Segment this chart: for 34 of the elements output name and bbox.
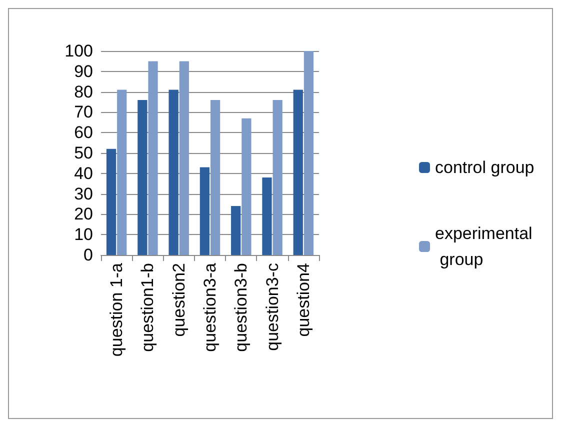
- y-tick-label: 0: [84, 246, 93, 264]
- bar: [304, 51, 314, 255]
- y-tick-label: 100: [64, 42, 93, 60]
- x-tick-label: question1-b: [138, 263, 158, 352]
- x-tick-label: question3-c: [262, 262, 282, 351]
- y-tick-label: 10: [74, 225, 93, 244]
- y-tick-label: 70: [74, 102, 93, 122]
- bar: [138, 100, 148, 255]
- x-tick-label: question 1-a: [107, 262, 126, 357]
- y-tick-label: 60: [74, 123, 93, 142]
- y-tick-label: 20: [74, 204, 93, 224]
- bar: [117, 90, 127, 255]
- legend-label: control group: [435, 158, 534, 177]
- bar: [293, 90, 303, 255]
- bar: [168, 90, 178, 255]
- bar: [148, 61, 158, 255]
- x-tick-label: question3-b: [232, 263, 251, 352]
- x-tick-label: question2: [169, 263, 188, 337]
- bar: [272, 100, 282, 255]
- y-tick-label: 50: [74, 144, 93, 162]
- x-tick-label: question4: [294, 263, 313, 337]
- y-tick-label: 30: [74, 184, 93, 204]
- bar: [231, 206, 241, 255]
- y-tick-label: 90: [74, 62, 93, 81]
- bar: [262, 177, 272, 255]
- bar: [200, 167, 210, 255]
- legend-label: experimental group: [435, 224, 532, 269]
- bar: [179, 61, 189, 255]
- y-tick-label: 80: [74, 82, 93, 102]
- bar: [106, 148, 116, 255]
- y-tick-label: 40: [74, 164, 93, 183]
- x-tick-label: question3-a: [200, 262, 220, 352]
- bar: [242, 118, 252, 255]
- bar: [210, 100, 220, 255]
